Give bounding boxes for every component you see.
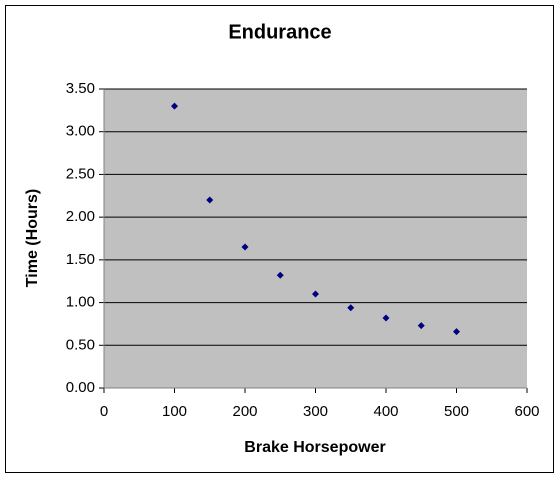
data-point	[453, 328, 460, 336]
data-point	[276, 271, 284, 279]
x-tick-label: 200	[232, 403, 257, 420]
y-tick-label: 3.50	[66, 80, 95, 97]
y-tick-label: 3.00	[66, 123, 95, 140]
x-tick-label: 500	[444, 403, 469, 420]
x-axis-label: Brake Horsepower	[244, 439, 385, 456]
x-tick-label: 600	[514, 403, 539, 420]
x-tick-label: 400	[373, 403, 398, 420]
data-point	[241, 243, 249, 251]
data-point	[417, 322, 425, 330]
y-tick-label: 2.50	[66, 165, 95, 182]
data-point	[171, 102, 178, 110]
y-tick-label: 2.00	[66, 208, 95, 225]
y-tick-label: 0.50	[66, 336, 95, 353]
y-axis-label: Time (Hours)	[24, 189, 41, 287]
y-tick-label: 1.00	[66, 294, 95, 311]
data-point	[382, 314, 390, 322]
data-point	[312, 290, 319, 298]
x-tick-label: 0	[100, 403, 108, 420]
x-tick-label: 100	[162, 403, 187, 420]
data-point	[206, 196, 214, 204]
x-tick-label: 300	[303, 403, 328, 420]
chart-title: Endurance	[228, 21, 331, 43]
y-tick-label: 0.00	[66, 379, 95, 396]
plot-area	[104, 89, 527, 388]
data-point	[347, 304, 355, 312]
y-tick-label: 1.50	[66, 251, 95, 268]
